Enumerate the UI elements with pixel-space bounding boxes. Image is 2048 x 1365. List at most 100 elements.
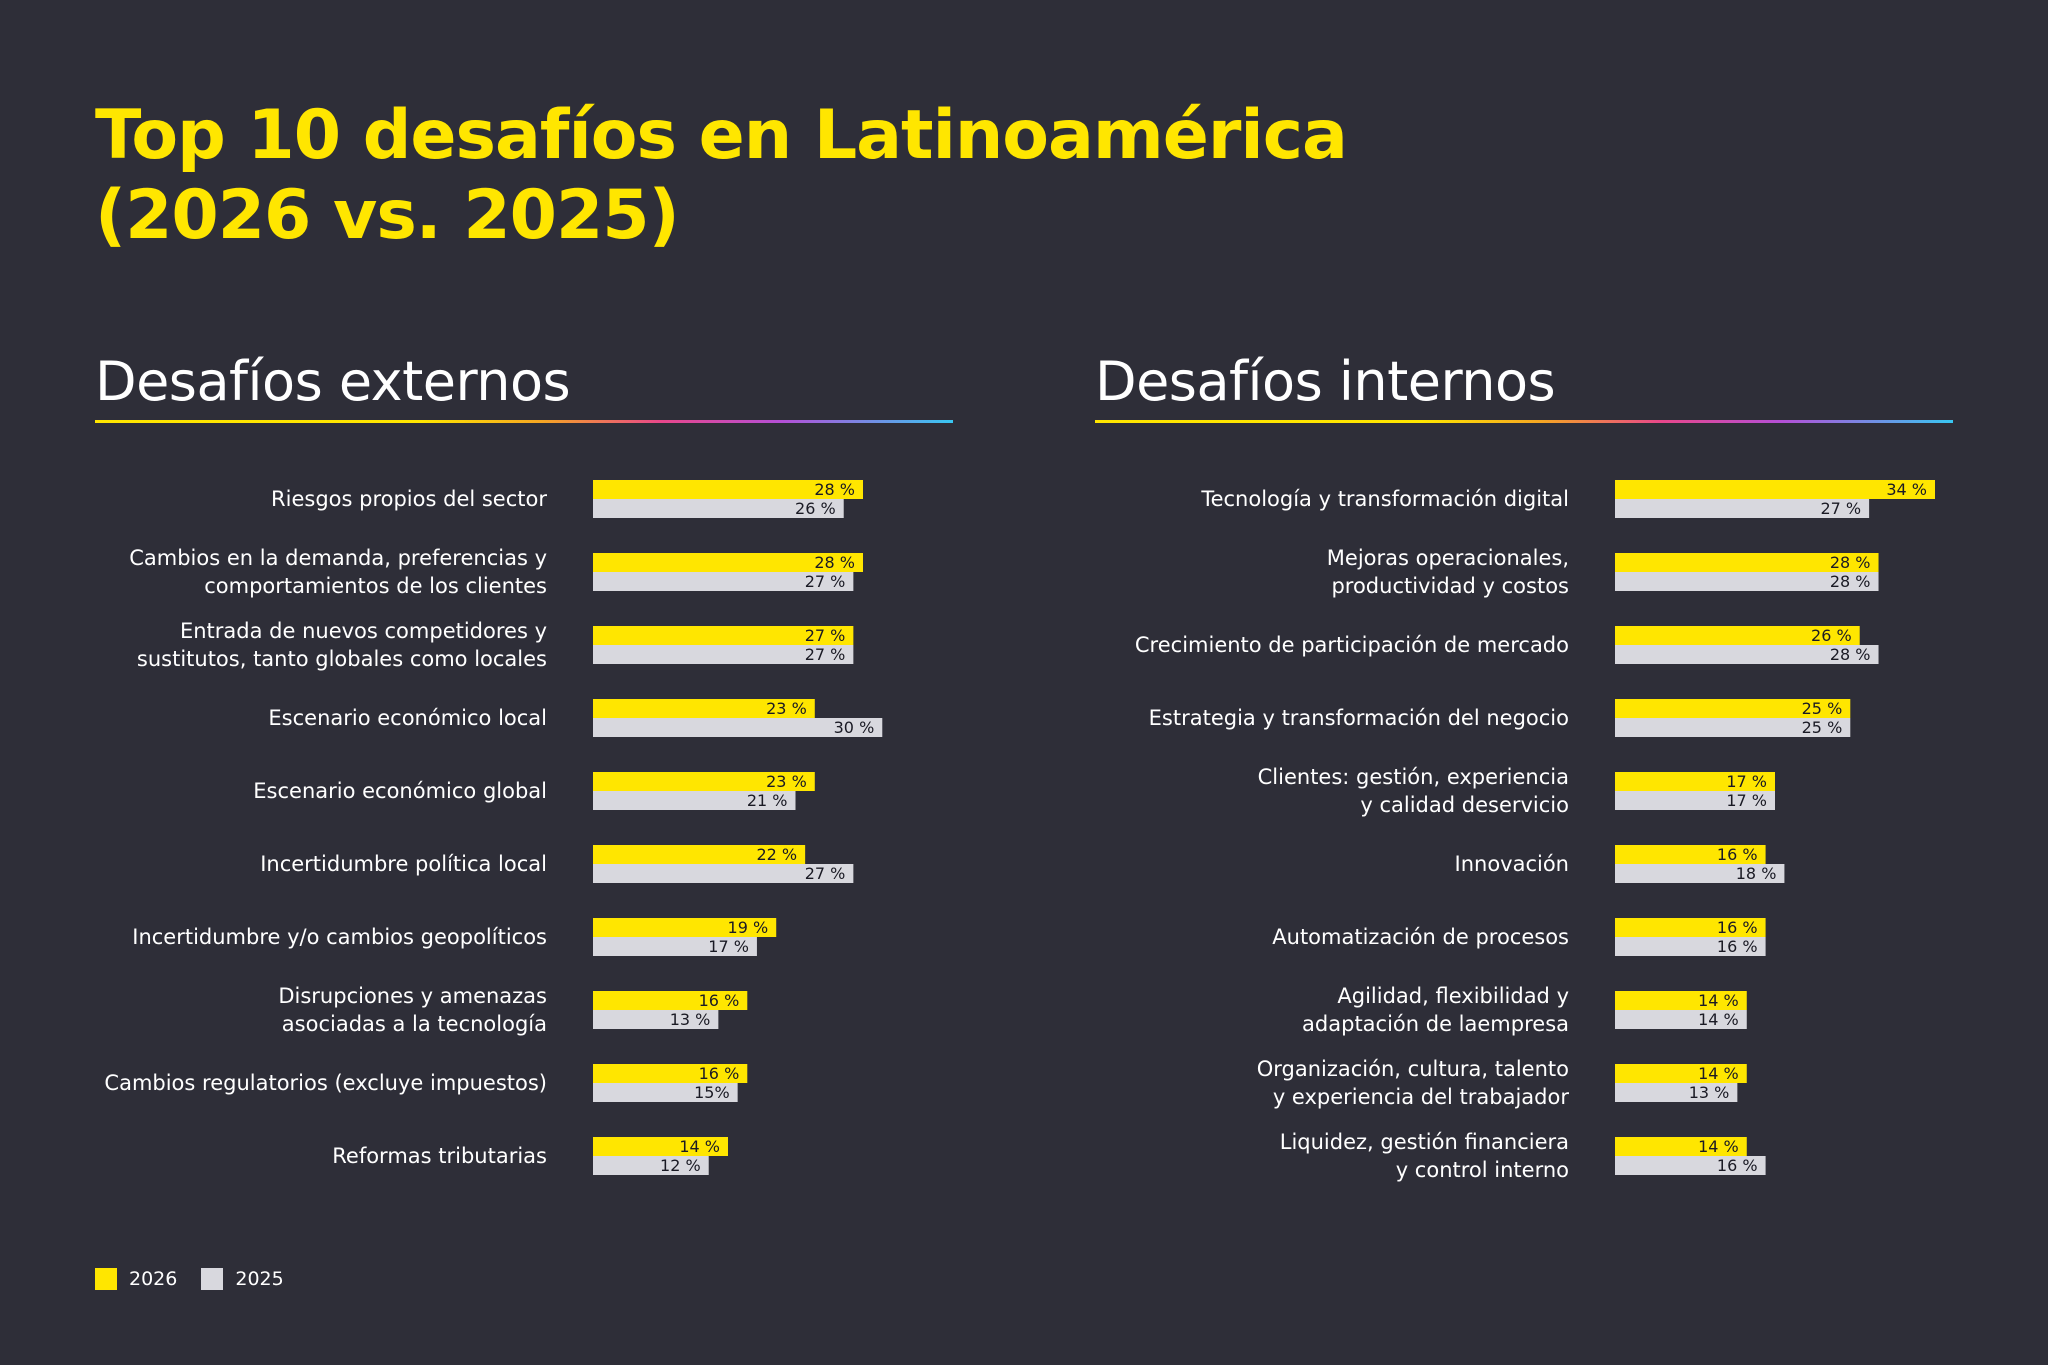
- internal-bar-2025-9: [1615, 1083, 1738, 1102]
- external-category-label-6: Incertidumbre política local: [260, 852, 547, 876]
- external-challenges-heading: Desafíos externos: [95, 350, 571, 413]
- external-heading-underline: [95, 420, 953, 423]
- internal-bar-2025-6: [1615, 864, 1785, 883]
- external-value-label-2025-6: 27 %: [805, 864, 846, 883]
- internal-value-label-2026-6: 16 %: [1717, 845, 1758, 864]
- external-bar-2026-8: [593, 991, 748, 1010]
- external-category-label-2-line-1: Cambios en la demanda, preferencias y: [129, 546, 547, 570]
- internal-value-label-2025-4: 25 %: [1802, 718, 1843, 737]
- internal-category-label-10-line-2: y control interno: [1396, 1158, 1569, 1182]
- external-category-label-4: Escenario económico local: [268, 706, 547, 730]
- internal-value-label-2025-10: 16 %: [1717, 1156, 1758, 1175]
- external-value-label-2026-10: 14 %: [679, 1137, 720, 1156]
- legend-swatch-2025: [201, 1268, 224, 1290]
- external-bar-2025-5: [593, 791, 796, 810]
- internal-category-label-2-line-2: productividad y costos: [1331, 574, 1569, 598]
- external-bar-2026-3: [593, 626, 854, 645]
- external-bar-2026-7: [593, 918, 777, 937]
- internal-value-label-2026-10: 14 %: [1698, 1137, 1739, 1156]
- internal-heading-underline: [1095, 420, 1953, 423]
- internal-challenges-panel: Desafíos internos Tecnología y transform…: [1095, 344, 1955, 1224]
- internal-value-label-2025-5: 17 %: [1726, 791, 1767, 810]
- external-category-label-3-line-2: sustitutos, tanto globales como locales: [137, 647, 547, 671]
- internal-challenges-heading: Desafíos internos: [1095, 350, 1556, 413]
- external-value-label-2025-8: 13 %: [670, 1010, 711, 1029]
- internal-bar-2026-1: [1615, 480, 1935, 499]
- internal-value-label-2025-1: 27 %: [1820, 499, 1861, 518]
- external-value-label-2026-7: 19 %: [728, 918, 769, 937]
- internal-bar-2026-10: [1615, 1137, 1747, 1156]
- internal-value-label-2025-9: 13 %: [1689, 1083, 1730, 1102]
- internal-value-label-2025-6: 18 %: [1736, 864, 1777, 883]
- external-challenges-chart: Riesgos propios del sector 28 %26 %Cambio…: [104, 480, 883, 1175]
- external-bar-2026-2: [593, 553, 863, 572]
- internal-value-label-2025-8: 14 %: [1698, 1010, 1739, 1029]
- external-bar-2025-1: [593, 499, 844, 518]
- internal-bar-2025-10: [1615, 1156, 1766, 1175]
- external-category-label-10: Reformas tributarias: [332, 1144, 547, 1168]
- external-bar-2025-9: [593, 1083, 738, 1102]
- page-title: Top 10 desafíos en Latinoamérica (2026 v…: [95, 96, 1595, 256]
- internal-category-label-10-line-1: Liquidez, gestión financiera: [1280, 1130, 1569, 1154]
- page-title-line-2: (2026 vs. 2025): [95, 176, 680, 255]
- external-bar-2025-8: [593, 1010, 719, 1029]
- internal-value-label-2026-1: 34 %: [1886, 480, 1927, 499]
- legend-item-2025: 2025: [201, 1268, 284, 1290]
- external-bar-2025-6: [593, 864, 854, 883]
- external-category-label-8-line-2: asociadas a la tecnología: [282, 1012, 547, 1036]
- internal-bar-2026-5: [1615, 772, 1775, 791]
- internal-bar-2026-2: [1615, 553, 1879, 572]
- legend-swatch-2026: [95, 1268, 117, 1290]
- external-value-label-2025-5: 21 %: [747, 791, 788, 810]
- external-value-label-2026-3: 27 %: [805, 626, 846, 645]
- internal-category-label-7: Automatización de procesos: [1272, 925, 1569, 949]
- external-value-label-2025-4: 30 %: [834, 718, 875, 737]
- external-value-label-2025-9: 15%: [694, 1083, 730, 1102]
- internal-bar-2026-8: [1615, 991, 1747, 1010]
- external-value-label-2026-5: 23 %: [766, 772, 807, 791]
- internal-value-label-2026-3: 26 %: [1811, 626, 1852, 645]
- internal-value-label-2026-2: 28 %: [1830, 553, 1871, 572]
- internal-value-label-2025-2: 28 %: [1830, 572, 1871, 591]
- page-title-line-1: Top 10 desafíos en Latinoamérica: [95, 96, 1348, 175]
- internal-value-label-2026-7: 16 %: [1717, 918, 1758, 937]
- legend-item-2026: 2026: [95, 1268, 177, 1290]
- internal-bar-2026-4: [1615, 699, 1851, 718]
- internal-category-label-2-line-1: Mejoras operacionales,: [1327, 546, 1569, 570]
- external-value-label-2026-8: 16 %: [699, 991, 740, 1010]
- external-category-label-1: Riesgos propios del sector: [271, 487, 547, 511]
- external-value-label-2025-10: 12 %: [660, 1156, 701, 1175]
- external-value-label-2026-1: 28 %: [814, 480, 855, 499]
- internal-category-label-9-line-1: Organización, cultura, talento: [1257, 1057, 1569, 1081]
- internal-bar-2026-3: [1615, 626, 1860, 645]
- internal-category-label-5-line-2: y calidad deservicio: [1360, 793, 1569, 817]
- internal-value-label-2026-9: 14 %: [1698, 1064, 1739, 1083]
- external-bar-2026-1: [593, 480, 863, 499]
- internal-bar-2025-3: [1615, 645, 1879, 664]
- internal-category-label-4: Estrategia y transformación del negocio: [1149, 706, 1569, 730]
- external-category-label-8-line-1: Disrupciones y amenazas: [278, 984, 547, 1008]
- internal-category-label-8-line-2: adaptación de laempresa: [1302, 1012, 1569, 1036]
- internal-bar-2025-4: [1615, 718, 1851, 737]
- internal-bar-2026-9: [1615, 1064, 1747, 1083]
- internal-value-label-2026-4: 25 %: [1802, 699, 1843, 718]
- external-category-label-9: Cambios regulatorios (excluye impuestos): [104, 1071, 547, 1095]
- external-bar-2026-10: [593, 1137, 728, 1156]
- external-bar-2025-10: [593, 1156, 709, 1175]
- external-value-label-2025-7: 17 %: [708, 937, 749, 956]
- external-bar-2025-2: [593, 572, 854, 591]
- internal-category-label-9-line-2: y experiencia del trabajador: [1273, 1085, 1570, 1109]
- legend-label-2026: 2026: [129, 1268, 178, 1290]
- external-value-label-2025-3: 27 %: [805, 645, 846, 664]
- internal-value-label-2026-5: 17 %: [1726, 772, 1767, 791]
- internal-category-label-8-line-1: Agilidad, flexibilidad y: [1337, 984, 1569, 1008]
- internal-category-label-5-line-1: Clientes: gestión, experiencia: [1258, 765, 1569, 789]
- external-bar-2026-4: [593, 699, 815, 718]
- external-value-label-2026-9: 16 %: [699, 1064, 740, 1083]
- external-bar-2025-4: [593, 718, 883, 737]
- internal-bar-2026-6: [1615, 845, 1766, 864]
- internal-category-label-1: Tecnología y transformación digital: [1200, 487, 1569, 511]
- internal-bar-2025-7: [1615, 937, 1766, 956]
- external-bar-2026-9: [593, 1064, 748, 1083]
- internal-bar-2025-8: [1615, 1010, 1747, 1029]
